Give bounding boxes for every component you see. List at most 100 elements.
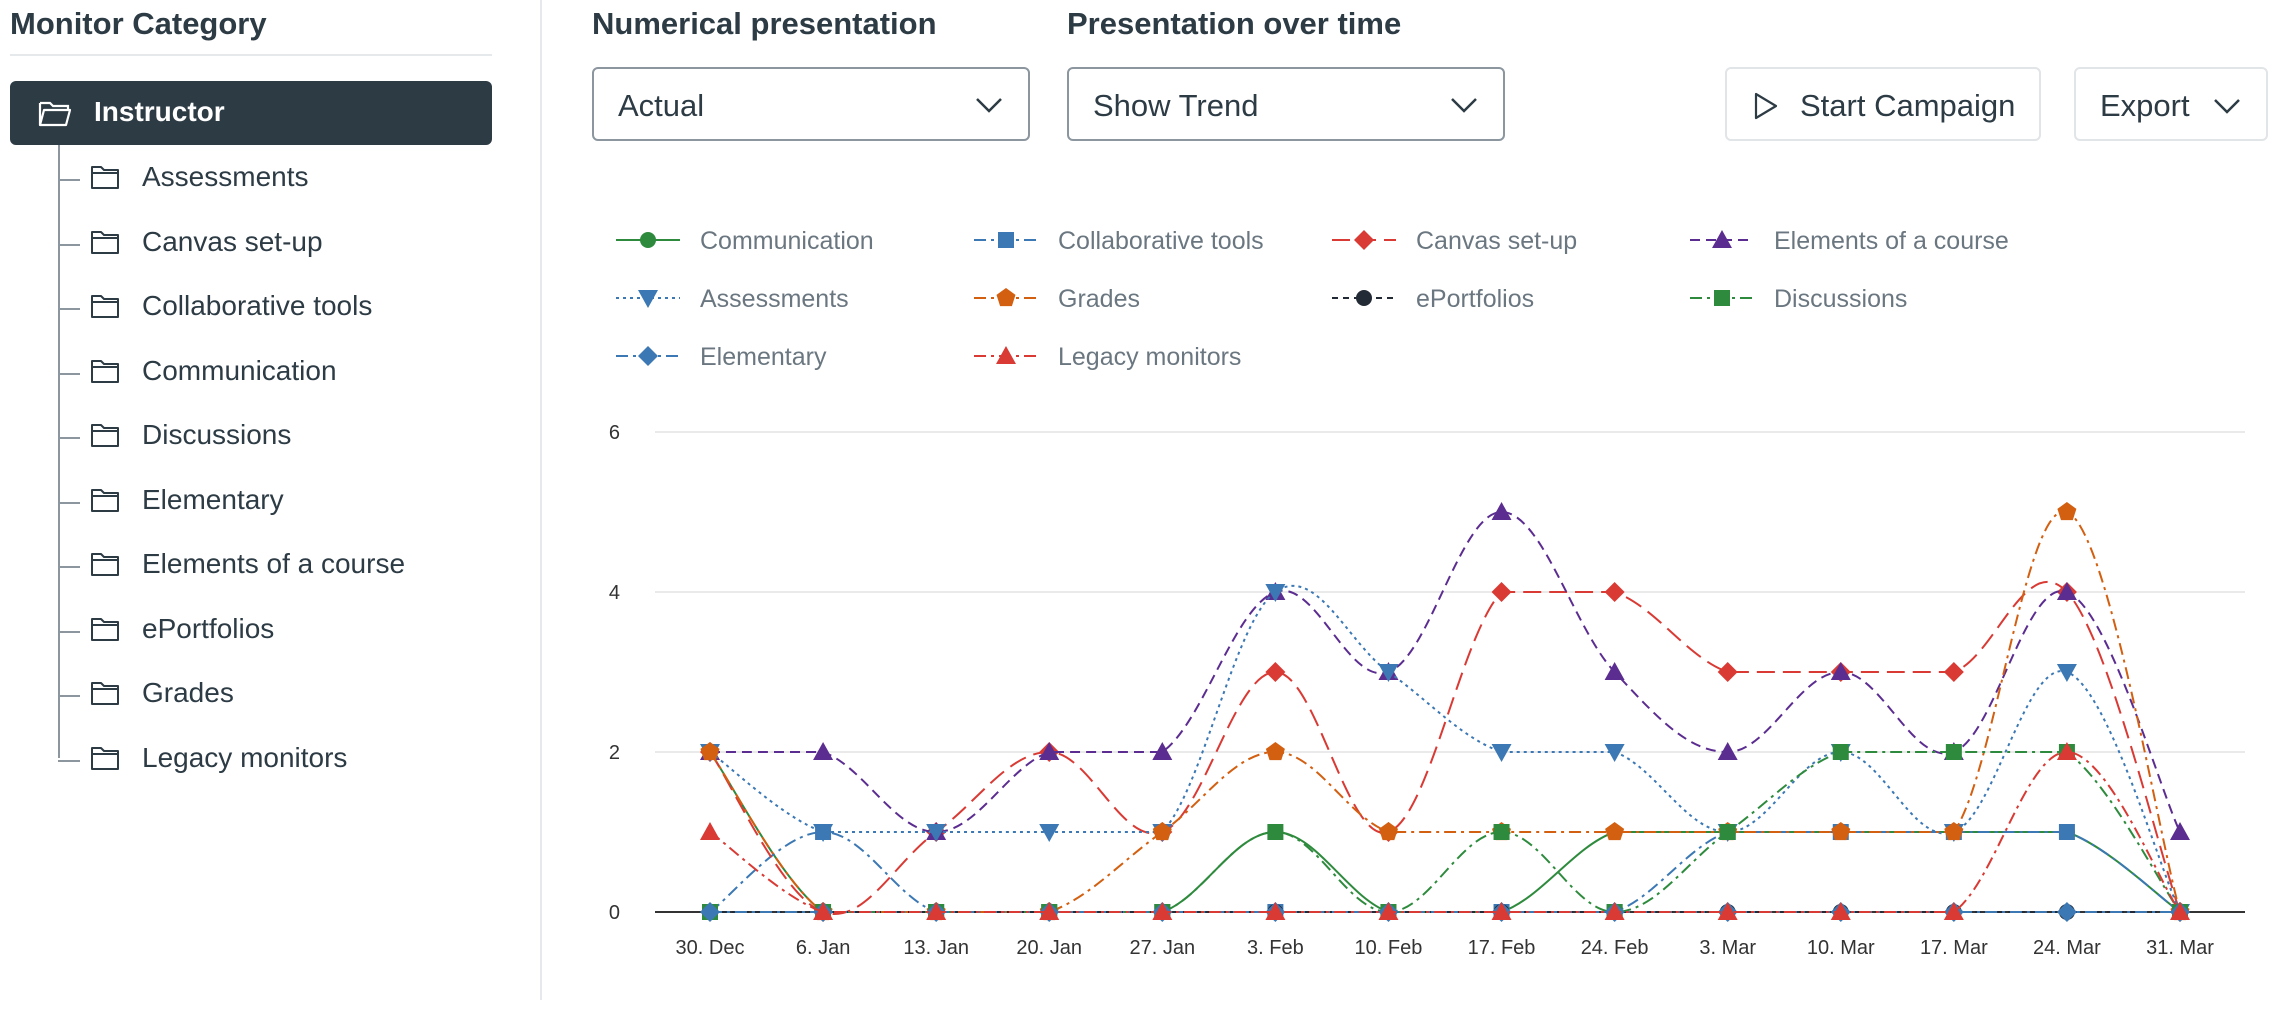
legend-marker (996, 346, 1016, 364)
data-point (1152, 742, 1173, 760)
data-point (1491, 744, 1512, 762)
data-point (2056, 582, 2077, 600)
x-tick-label: 10. Mar (1807, 937, 1875, 959)
data-point (1378, 902, 1399, 920)
presentation-over-time-label: Presentation over time (1067, 6, 1402, 41)
tree-item[interactable]: Collaborative tools (58, 282, 478, 332)
legend-item[interactable]: Canvas set-up (1332, 227, 1577, 255)
legend-item[interactable]: Legacy monitors (974, 343, 1241, 371)
tree-item-label: Collaborative tools (142, 290, 373, 321)
tree-root-instructor[interactable]: Instructor (10, 81, 492, 145)
data-point (2170, 822, 2190, 840)
series-elements-of-a-course (700, 502, 2190, 840)
data-point (1491, 902, 1512, 920)
tree-item-label: Canvas set-up (142, 225, 323, 257)
data-point (700, 742, 720, 761)
data-point (2057, 502, 2077, 521)
y-tick-label: 4 (609, 582, 620, 604)
tree-item-label: Elementary (142, 483, 284, 515)
legend-item[interactable]: Elements of a course (1690, 227, 2009, 255)
tree-item[interactable]: Elementary (58, 476, 478, 526)
folder-icon (91, 424, 119, 447)
tree-item-label: Grades (142, 677, 234, 708)
data-point (1604, 744, 1625, 762)
tree-item[interactable]: Assessments (58, 153, 478, 203)
data-point (1039, 742, 1060, 760)
legend-item[interactable]: Elementary (616, 343, 827, 371)
series-grades (700, 502, 2190, 921)
chevron-down-icon (976, 98, 1002, 113)
tree-item[interactable]: Canvas set-up (58, 218, 478, 268)
y-tick-label: 6 (609, 422, 620, 444)
presentation-over-time-value: Show Trend (1093, 88, 1259, 123)
data-point (1491, 582, 1512, 602)
series-line (709, 510, 2181, 834)
play-icon (1754, 92, 1778, 120)
data-point (1943, 662, 1964, 682)
data-point (1039, 824, 1060, 842)
tree-item[interactable]: Communication (58, 347, 478, 397)
folder-icon (91, 230, 119, 254)
tree-branch-line (58, 308, 80, 310)
legend-item[interactable]: Collaborative tools (974, 227, 1264, 255)
data-point (2058, 824, 2075, 840)
chart-legend: Communication Collaborative tools Canvas s… (616, 227, 2009, 371)
tree-branch-line (58, 566, 80, 568)
y-tick-label: 2 (609, 742, 620, 764)
data-point (1717, 742, 1738, 760)
series-line (709, 510, 2181, 914)
x-tick-label: 13. Jan (903, 937, 969, 959)
legend-label: Communication (700, 227, 874, 255)
tree-item[interactable]: Discussions (58, 411, 478, 461)
data-point (813, 824, 834, 842)
data-point (1717, 902, 1738, 920)
x-tick-label: 24. Mar (2033, 937, 2101, 959)
chart-svg: 0 2 4 6 30. Dec 6. Jan 13. Jan 20. Jan 27. Jan 3.… (609, 227, 2245, 959)
legend-item[interactable]: Communication (616, 227, 874, 255)
data-point (926, 902, 947, 920)
legend-item[interactable]: ePortfolios (1332, 285, 1534, 313)
numerical-presentation-value: Actual (618, 88, 705, 123)
numerical-presentation-select[interactable]: Actual (592, 67, 1030, 141)
x-tick-label: 24. Feb (1581, 937, 1649, 959)
export-button[interactable]: Export (2074, 67, 2268, 141)
x-tick-label: 6. Jan (796, 937, 850, 959)
presentation-over-time-select[interactable]: Show Trend (1067, 67, 1505, 141)
folder-icon (91, 553, 119, 576)
legend-label: Grades (1058, 285, 1140, 313)
tree-branch-line (58, 501, 80, 504)
tree-item-label: Discussions (142, 419, 292, 450)
tree-item-label: Assessments (142, 161, 309, 192)
sidebar-divider (10, 54, 492, 56)
data-point (1265, 902, 1286, 920)
start-campaign-button[interactable]: Start Campaign (1725, 67, 2041, 141)
legend-marker (638, 290, 658, 308)
legend-label: Assessments (700, 285, 849, 313)
y-tick-label: 0 (609, 902, 620, 924)
data-point (1830, 662, 1851, 680)
x-tick-label: 31. Mar (2146, 937, 2214, 959)
data-point (1943, 902, 1964, 920)
tree-item[interactable]: ePortfolios (58, 605, 478, 655)
legend-marker (996, 288, 1016, 307)
folder-icon (91, 166, 119, 189)
sidebar-title: Monitor Category (10, 6, 267, 41)
legend-item[interactable]: Discussions (1690, 285, 1907, 313)
series-line (709, 750, 2181, 914)
data-point (2170, 902, 2190, 920)
legend-item[interactable]: Assessments (616, 285, 849, 313)
legend-label: Collaborative tools (1058, 227, 1264, 255)
data-point (1832, 744, 1849, 760)
tree-item[interactable]: Grades (58, 669, 478, 719)
legend-item[interactable]: Grades (974, 285, 1140, 313)
start-campaign-label: Start Campaign (1800, 88, 2016, 123)
legend-label: Elements of a course (1774, 227, 2009, 255)
legend-label: Discussions (1774, 285, 1907, 313)
series-legacy-monitors (700, 742, 2190, 920)
legend-marker (1356, 290, 1372, 306)
tree-item[interactable]: Legacy monitors (58, 734, 478, 784)
tree-item[interactable]: Elements of a course (58, 540, 478, 590)
monitor-category-sidebar: Monitor Category Instructor Assessments C… (0, 0, 542, 1000)
tree-branch-line (58, 630, 80, 633)
data-point (1265, 742, 1285, 761)
